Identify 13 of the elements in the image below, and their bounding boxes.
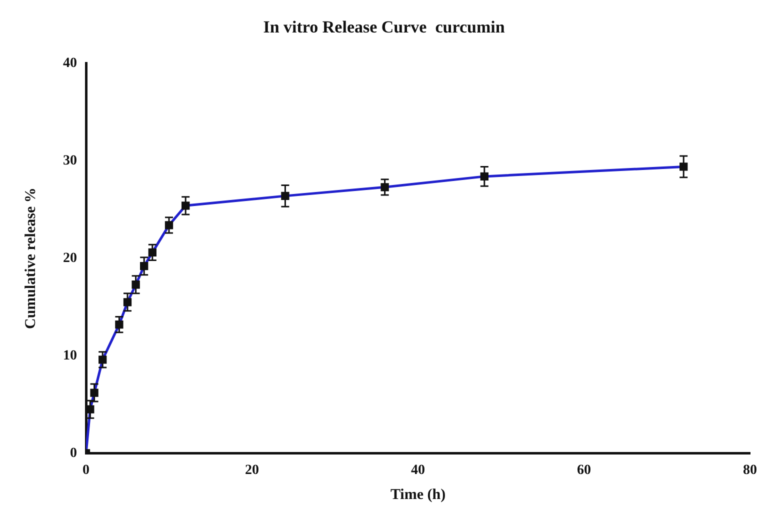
x-tick-label: 40 (411, 463, 425, 478)
y-tick-label: 20 (63, 250, 77, 266)
x-tick-label: 80 (743, 463, 757, 478)
y-axis-title: Cumulative release % (22, 188, 39, 329)
x-tick-label: 0 (82, 463, 90, 478)
chart-title: In vitro Release Curve curcumin (263, 18, 506, 37)
y-tick-label: 10 (63, 348, 77, 364)
y-tick-label: 40 (63, 56, 77, 72)
x-axis-title: Time (h) (390, 486, 446, 503)
y-tick-label: 0 (70, 446, 77, 461)
x-tick-label: 20 (245, 463, 259, 478)
y-tick-label: 30 (63, 153, 77, 168)
x-tick-label: 60 (577, 463, 591, 478)
